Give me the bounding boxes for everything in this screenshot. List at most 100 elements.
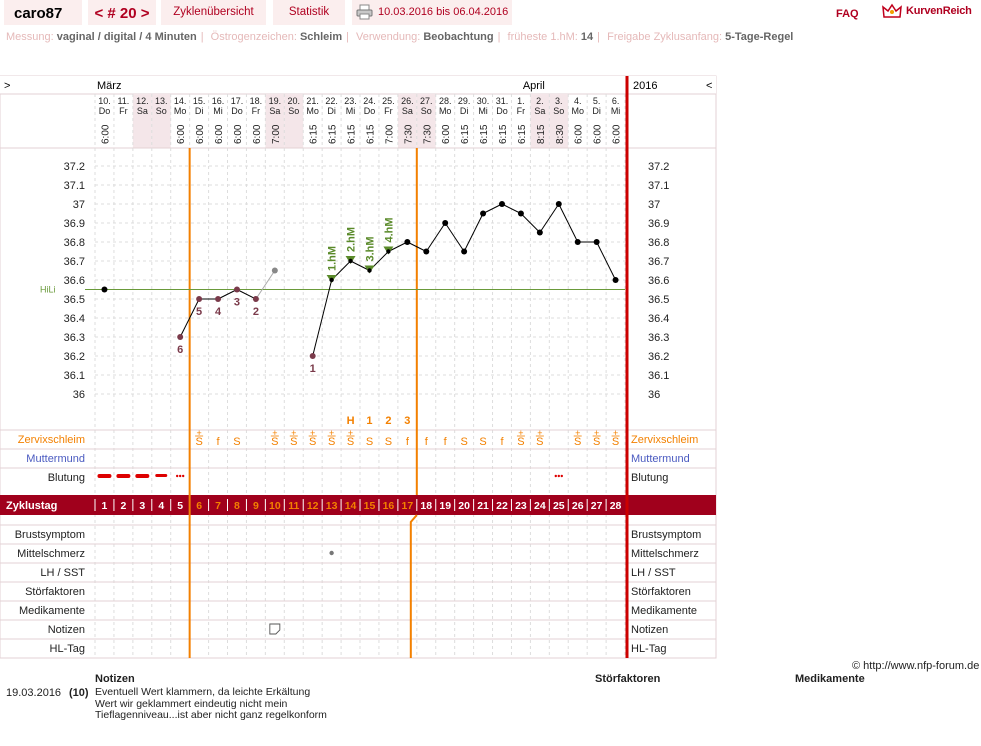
low-temp-count: 5 bbox=[196, 306, 202, 318]
mucus-plus: + bbox=[537, 428, 542, 438]
mucus-symbol: S bbox=[290, 436, 297, 448]
row-label-right-notizen: Notizen bbox=[631, 624, 668, 636]
temp-point bbox=[555, 201, 562, 207]
tab-cycle-overview[interactable]: Zyklenübersicht bbox=[161, 0, 266, 25]
row-label-right-mittel: Mittelschmerz bbox=[631, 548, 699, 560]
peak-day-label: 1 bbox=[366, 415, 372, 427]
mucus-plus: + bbox=[594, 428, 599, 438]
temp-line bbox=[350, 260, 370, 271]
mucus-plus: + bbox=[196, 428, 201, 438]
note-icon[interactable] bbox=[269, 623, 281, 635]
day-time: 7:30 bbox=[403, 124, 414, 144]
kurvenreich-logo[interactable]: KurvenReich bbox=[880, 2, 980, 22]
temp-line bbox=[217, 289, 238, 300]
y-tick-right: 36.3 bbox=[648, 332, 669, 344]
day-weekday: So bbox=[156, 106, 167, 116]
peak-day-label: 3 bbox=[404, 415, 410, 427]
day-date: 22. bbox=[325, 96, 338, 106]
setting-key: Östrogenzeichen: bbox=[210, 31, 297, 43]
cycle-day-number: 14 bbox=[345, 500, 357, 512]
cycle-day-number: 6 bbox=[196, 500, 202, 512]
day-weekday: Mo bbox=[439, 106, 452, 116]
bleeding-spot bbox=[557, 474, 560, 478]
cycle-day-number: 20 bbox=[458, 500, 470, 512]
day-time: 6:00 bbox=[252, 124, 263, 144]
y-tick-right: 36.9 bbox=[648, 218, 669, 230]
weekend-shade bbox=[530, 94, 550, 148]
mucus-symbol: S bbox=[309, 436, 316, 448]
weekend-shade bbox=[132, 94, 152, 148]
day-weekday: Sa bbox=[534, 106, 545, 116]
cycle-day-number: 22 bbox=[496, 500, 508, 512]
username: caro87 bbox=[4, 0, 82, 25]
setting-key: früheste 1.hM: bbox=[507, 31, 578, 43]
mucus-plus: + bbox=[613, 428, 618, 438]
bleeding-spot bbox=[175, 474, 179, 478]
fertile-end-line-lower bbox=[409, 514, 418, 658]
prev-cycle-arrow[interactable]: > bbox=[4, 80, 10, 92]
y-tick-left: 36 bbox=[73, 389, 85, 401]
cycle-day-number: 17 bbox=[402, 500, 414, 512]
day-time: 6:00 bbox=[612, 124, 623, 144]
temp-point bbox=[536, 229, 543, 236]
y-tick-left: 36.7 bbox=[64, 256, 85, 268]
day-date: 23. bbox=[344, 96, 357, 106]
mucus-symbol: S bbox=[536, 436, 543, 448]
row-label-right-blutung: Blutung bbox=[631, 472, 668, 484]
high-temp-label: 3.hM bbox=[364, 236, 376, 261]
temp-line bbox=[255, 270, 276, 300]
day-weekday: Fr bbox=[119, 106, 128, 116]
day-time: 8:30 bbox=[555, 124, 566, 144]
day-weekday: So bbox=[421, 106, 432, 116]
high-temp-label: 2.hM bbox=[346, 227, 358, 252]
copyright: © http://www.nfp-forum.de bbox=[852, 660, 980, 672]
day-time: 6:00 bbox=[100, 124, 111, 144]
day-time: 6:15 bbox=[479, 124, 490, 144]
temp-point-excluded bbox=[271, 267, 278, 274]
cycle-day-number: 16 bbox=[383, 500, 395, 512]
day-weekday: Do bbox=[496, 106, 508, 116]
day-time: 8:15 bbox=[536, 124, 547, 144]
mucus-plus: + bbox=[310, 428, 315, 438]
setting-key: Freigabe Zyklusanfang: bbox=[607, 31, 723, 43]
high-temp-label: 1.hM bbox=[327, 246, 339, 271]
day-time: 6:00 bbox=[441, 124, 452, 144]
temp-line bbox=[482, 203, 503, 214]
day-date: 2. bbox=[536, 96, 544, 106]
day-weekday: Do bbox=[99, 106, 111, 116]
temp-point bbox=[348, 258, 353, 264]
row-label-right-medi: Medikamente bbox=[631, 605, 697, 617]
tab-statistics[interactable]: Statistik bbox=[273, 0, 345, 25]
day-date: 31. bbox=[496, 96, 509, 106]
bleeding-heavy bbox=[97, 474, 112, 478]
bleeding-heavy bbox=[116, 474, 131, 478]
coverline-label: HiLi bbox=[40, 285, 56, 295]
day-date: 17. bbox=[231, 96, 244, 106]
mucus-plus: + bbox=[291, 428, 296, 438]
day-date: 24. bbox=[363, 96, 376, 106]
cycle-day-number: 5 bbox=[177, 500, 183, 512]
cycle-day-number: 18 bbox=[420, 500, 432, 512]
day-date: 20. bbox=[288, 96, 301, 106]
y-tick-right: 36.8 bbox=[648, 237, 669, 249]
cycle-navigator[interactable]: < # 20 > bbox=[88, 0, 156, 25]
low-temp-count: 3 bbox=[234, 297, 240, 309]
cycle-day-number: 26 bbox=[572, 500, 584, 512]
row-label-right-stoer: Störfaktoren bbox=[631, 586, 691, 598]
mucus-plus: + bbox=[272, 428, 277, 438]
cycle-day-number: 10 bbox=[269, 500, 281, 512]
month-row bbox=[0, 76, 716, 94]
temp-point bbox=[517, 210, 524, 217]
day-weekday: Do bbox=[364, 106, 376, 116]
next-cycle-arrow[interactable]: < bbox=[706, 80, 712, 92]
print-button[interactable]: 10.03.2016 bis 06.04.2016 bbox=[352, 0, 512, 25]
day-time: 6:15 bbox=[498, 124, 509, 144]
mucus-symbol: f bbox=[444, 436, 448, 448]
faq-link[interactable]: FAQ bbox=[836, 8, 859, 20]
day-weekday: Mi bbox=[478, 106, 488, 116]
peak-day-label: 2 bbox=[385, 415, 391, 427]
day-time: 6:00 bbox=[574, 124, 585, 144]
temp-point bbox=[593, 239, 600, 245]
row-label-right-muttermund: Muttermund bbox=[631, 453, 690, 465]
day-weekday: Sa bbox=[402, 106, 413, 116]
